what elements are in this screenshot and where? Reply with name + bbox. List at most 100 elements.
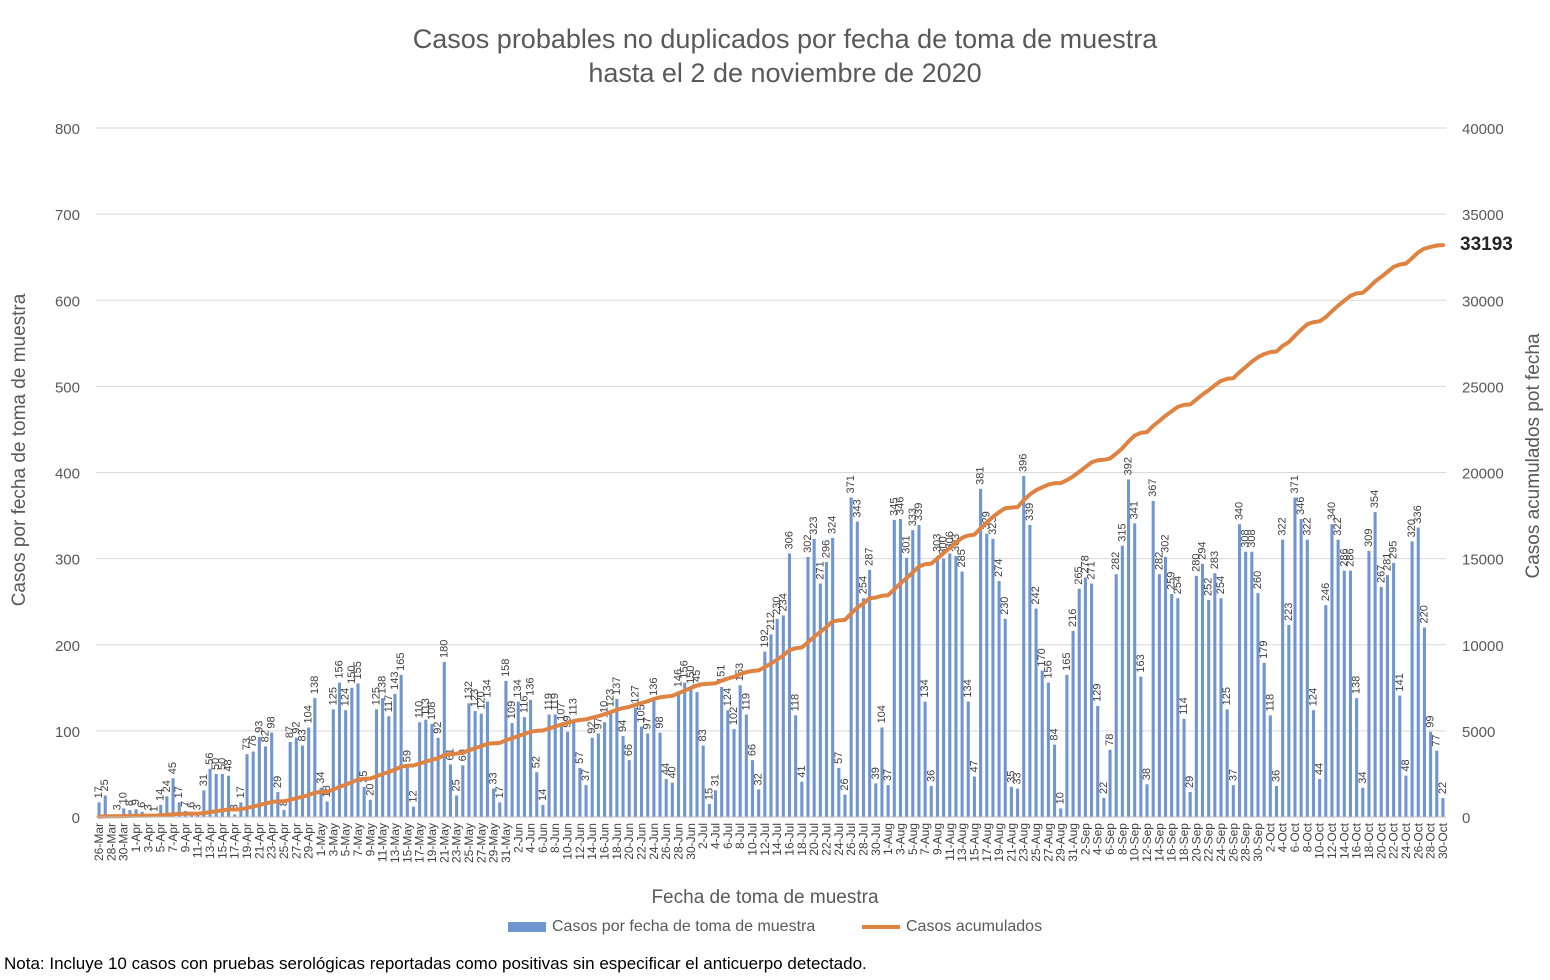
- bar-data-label: 116: [518, 696, 530, 714]
- final-cumulative-label: 33193: [1460, 234, 1513, 255]
- bar-data-label: 156: [333, 660, 345, 678]
- bar-data-label: 48: [223, 759, 235, 771]
- bar: [837, 767, 841, 817]
- bar: [1398, 695, 1402, 817]
- x-tick-label: 7-Apr: [166, 823, 180, 852]
- bar: [1336, 539, 1340, 817]
- bar-data-label: 92: [586, 722, 598, 734]
- bar: [171, 778, 175, 817]
- x-tick-label: 17-May: [413, 823, 427, 863]
- bar: [516, 701, 520, 817]
- bar-data-label: 333: [907, 508, 919, 526]
- bar: [1090, 583, 1094, 817]
- bar-data-label: 146: [673, 669, 685, 687]
- x-tick-label: 4-Oct: [1276, 822, 1290, 852]
- bar-data-label: 259: [1166, 572, 1178, 590]
- bar: [621, 736, 625, 817]
- bar-data-label: 303: [931, 534, 943, 552]
- bar-data-label: 282: [1153, 552, 1165, 570]
- x-tick-label: 29-May: [487, 823, 501, 863]
- bar-data-label: 136: [525, 678, 537, 696]
- bar-data-label: 179: [1258, 640, 1270, 658]
- bar: [1330, 524, 1334, 817]
- bar: [128, 810, 132, 817]
- x-tick-label: 22-Oct: [1387, 822, 1401, 859]
- bar: [1318, 779, 1322, 817]
- bar: [1022, 475, 1026, 817]
- x-tick-label: 24-Jul: [832, 823, 846, 856]
- bar: [202, 790, 206, 817]
- x-tick-label: 19-Aug: [992, 823, 1006, 862]
- bar-data-label: 66: [623, 744, 635, 756]
- bar: [405, 766, 409, 817]
- x-tick-label: 9-Apr: [178, 823, 192, 852]
- bar-data-label: 104: [876, 705, 888, 723]
- x-tick-label: 30-Oct: [1436, 822, 1450, 859]
- bar: [646, 733, 650, 817]
- bar-data-label: 84: [1049, 728, 1061, 740]
- x-tick-label: 26-Mar: [92, 823, 106, 861]
- bar: [356, 683, 360, 817]
- bar-data-label: 125: [1221, 687, 1233, 705]
- bar: [1040, 670, 1044, 817]
- bar-data-label: 286: [1338, 548, 1350, 566]
- bar: [1028, 525, 1032, 817]
- bar-data-label: 150: [346, 665, 358, 683]
- bar-data-label: 73: [241, 738, 253, 750]
- bar-data-label: 136: [648, 678, 660, 696]
- bar-data-label: 271: [1086, 561, 1098, 579]
- bar-data-label: 33: [488, 772, 500, 784]
- bar-data-label: 117: [383, 695, 395, 713]
- x-tick-label: 30-Jul: [869, 823, 883, 856]
- bar-data-label: 17: [173, 786, 185, 798]
- x-tick-label: 25-Apr: [277, 823, 291, 859]
- x-tick-label: 9-May: [363, 823, 377, 856]
- bar-data-label: 367: [1147, 479, 1159, 497]
- bar: [1139, 676, 1143, 817]
- bar-data-label: 230: [999, 597, 1011, 615]
- x-tick-label: 27-May: [474, 823, 488, 863]
- bar: [529, 699, 533, 817]
- bar: [214, 773, 218, 817]
- bar: [935, 556, 939, 817]
- bar-data-label: 280: [1190, 553, 1202, 571]
- bar: [1053, 744, 1057, 817]
- bar: [750, 760, 755, 817]
- bar: [991, 538, 995, 817]
- bar-data-label: 66: [747, 744, 759, 756]
- bar: [1213, 573, 1217, 817]
- bar-data-label: 267: [1375, 565, 1387, 583]
- bar-data-label: 97: [642, 717, 654, 729]
- x-tick-label: 16-Jul: [782, 823, 796, 856]
- bar: [979, 488, 983, 817]
- x-tick-label: 26-Jul: [844, 823, 858, 856]
- x-tick-label: 30-Jun: [684, 823, 698, 860]
- bar-data-label: 137: [611, 677, 623, 695]
- bar-data-label: 94: [617, 720, 629, 732]
- x-tick-label: 30-Sep: [1251, 823, 1265, 862]
- bar-data-label: 29: [272, 776, 284, 788]
- bar-data-label: 285: [956, 549, 968, 567]
- bar-data-label: 396: [1018, 454, 1030, 472]
- x-tick-label: 13-Aug: [955, 823, 969, 862]
- bar: [843, 794, 847, 817]
- bar-data-label: 124: [340, 688, 352, 706]
- bar-data-label: 113: [568, 698, 580, 716]
- bar-data-label: 50: [210, 758, 222, 770]
- y-tick-label-right: 30000: [1462, 293, 1504, 310]
- bar: [510, 723, 514, 817]
- x-tick-label: 18-Jun: [610, 823, 624, 860]
- bar-data-label: 114: [1178, 697, 1190, 715]
- bar-data-label: 3: [229, 804, 241, 810]
- bar: [1114, 574, 1118, 817]
- bar: [578, 767, 582, 817]
- x-tick-label: 20-Jul: [807, 823, 821, 856]
- bar: [1410, 541, 1414, 817]
- bar-data-label: 37: [1227, 769, 1239, 781]
- x-tick-label: 3-Aug: [893, 823, 907, 855]
- bar-data-label: 10: [118, 792, 130, 804]
- bar-data-label: 118: [790, 694, 802, 712]
- y-tick-label-left: 300: [55, 552, 80, 569]
- bar-data-label: 340: [1326, 502, 1338, 520]
- bar: [448, 764, 452, 817]
